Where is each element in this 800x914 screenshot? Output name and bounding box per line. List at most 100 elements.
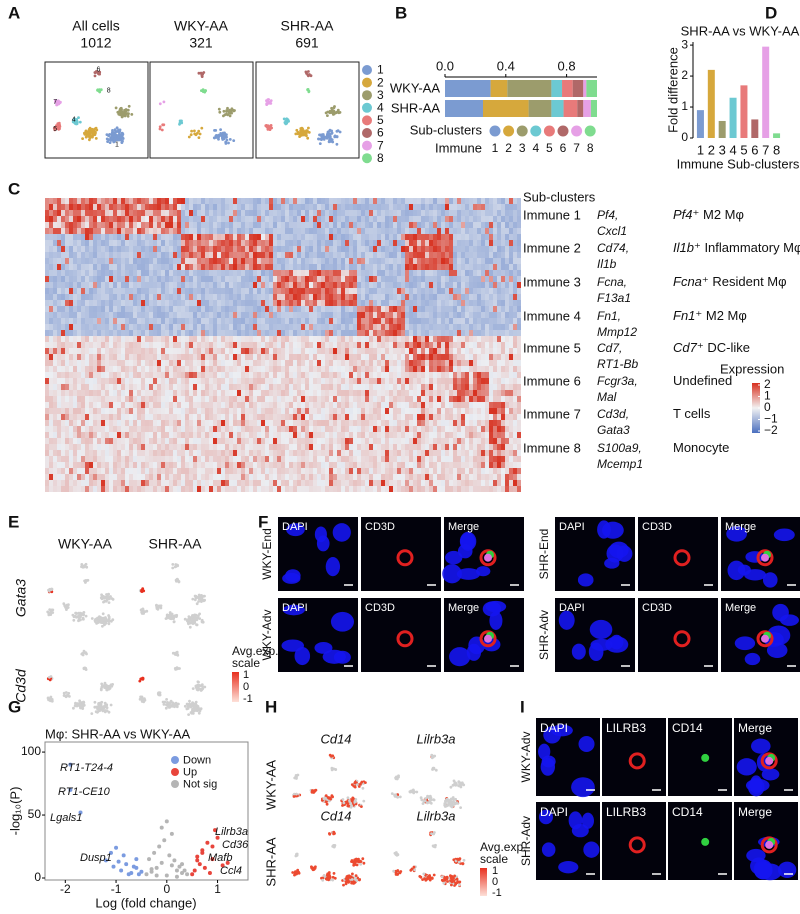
heatmap-cell	[53, 240, 57, 246]
heatmap-cell	[417, 294, 421, 300]
heatmap-cell	[425, 336, 429, 342]
heatmap-cell	[245, 276, 249, 282]
heatmap-cell	[161, 198, 165, 204]
heatmap-cell	[409, 252, 413, 258]
heatmap-cell	[429, 396, 433, 402]
heatmap-cell	[57, 288, 61, 294]
heatmap-cell	[489, 270, 493, 276]
heatmap-cell	[53, 372, 57, 378]
heatmap-cell	[305, 354, 309, 360]
heatmap-cell	[205, 258, 209, 264]
legend-swatch	[490, 126, 501, 137]
heatmap-cell	[121, 240, 125, 246]
heatmap-cell	[105, 204, 109, 210]
heatmap-cell	[241, 324, 245, 330]
heatmap-cell	[397, 348, 401, 354]
heatmap-cell	[401, 324, 405, 330]
heatmap-cell	[465, 312, 469, 318]
heatmap-cell	[81, 258, 85, 264]
heatmap-cell	[349, 276, 353, 282]
heatmap-cell	[481, 354, 485, 360]
heatmap-cell	[113, 246, 117, 252]
heatmap-cell	[185, 312, 189, 318]
heatmap-cell	[473, 402, 477, 408]
x-tick-label: 6	[751, 142, 758, 157]
heatmap-cell	[481, 306, 485, 312]
heatmap-cell	[433, 342, 437, 348]
heatmap-cell	[317, 384, 321, 390]
heatmap-cell	[389, 318, 393, 324]
heatmap-cell	[465, 342, 469, 348]
heatmap-cell	[185, 276, 189, 282]
heatmap-cell	[277, 204, 281, 210]
heatmap-cell	[325, 264, 329, 270]
heatmap-cell	[241, 204, 245, 210]
heatmap-cell	[85, 330, 89, 336]
heatmap-cell	[85, 234, 89, 240]
heatmap-cell	[173, 294, 177, 300]
heatmap-cell	[341, 360, 345, 366]
heatmap-cell	[293, 246, 297, 252]
heatmap-cell	[109, 330, 113, 336]
heatmap-cell	[469, 408, 473, 414]
heatmap-cell	[325, 234, 329, 240]
heatmap-cell	[161, 288, 165, 294]
heatmap-cell	[377, 384, 381, 390]
heatmap-cell	[221, 384, 225, 390]
heatmap-cell	[53, 348, 57, 354]
heatmap-cell	[169, 228, 173, 234]
heatmap-cell	[501, 264, 505, 270]
heatmap-cell	[449, 384, 453, 390]
heatmap-cell	[157, 288, 161, 294]
heatmap-cell	[445, 318, 449, 324]
heatmap-cell	[145, 300, 149, 306]
heatmap-cell	[445, 360, 449, 366]
heatmap-cell	[405, 300, 409, 306]
heatmap-cell	[421, 240, 425, 246]
heatmap-cell	[365, 282, 369, 288]
heatmap-cell	[193, 360, 197, 366]
heatmap-cell	[505, 204, 509, 210]
heatmap-cell	[149, 348, 153, 354]
heatmap-cell	[129, 372, 133, 378]
heatmap-cell	[217, 330, 221, 336]
heatmap-cell	[217, 234, 221, 240]
heatmap-cell	[101, 402, 105, 408]
heatmap-cell	[381, 282, 385, 288]
heatmap-cell	[153, 396, 157, 402]
heatmap-cell	[393, 384, 397, 390]
heatmap-cell	[221, 360, 225, 366]
heatmap-cell	[309, 402, 313, 408]
heatmap-cell	[313, 402, 317, 408]
heatmap-cell	[253, 222, 257, 228]
heatmap-cell	[121, 270, 125, 276]
heatmap-cell	[289, 348, 293, 354]
heatmap-cell	[217, 414, 221, 420]
heatmap-cell	[357, 366, 361, 372]
cell-point	[95, 129, 98, 132]
heatmap-cell	[89, 270, 93, 276]
heatmap-cell	[505, 252, 509, 258]
heatmap-cell	[281, 294, 285, 300]
heatmap-cell	[121, 234, 125, 240]
heatmap-cell	[221, 414, 225, 420]
heatmap-cell	[453, 210, 457, 216]
heatmap-cell	[181, 300, 185, 306]
heatmap-cell	[69, 210, 73, 216]
heatmap-cell	[357, 390, 361, 396]
cell-point	[202, 90, 205, 93]
heatmap-cell	[53, 204, 57, 210]
heatmap-cell	[385, 282, 389, 288]
heatmap-cell	[273, 390, 277, 396]
heatmap-cell	[405, 288, 409, 294]
heatmap-cell	[333, 282, 337, 288]
heatmap-cell	[341, 318, 345, 324]
heatmap-cell	[341, 348, 345, 354]
heatmap-cell	[205, 252, 209, 258]
heatmap-cell	[305, 396, 309, 402]
heatmap-cell	[409, 276, 413, 282]
heatmap-cell	[49, 222, 53, 228]
heatmap-cell	[417, 312, 421, 318]
heatmap-cell	[209, 198, 213, 204]
heatmap-cell	[189, 384, 193, 390]
